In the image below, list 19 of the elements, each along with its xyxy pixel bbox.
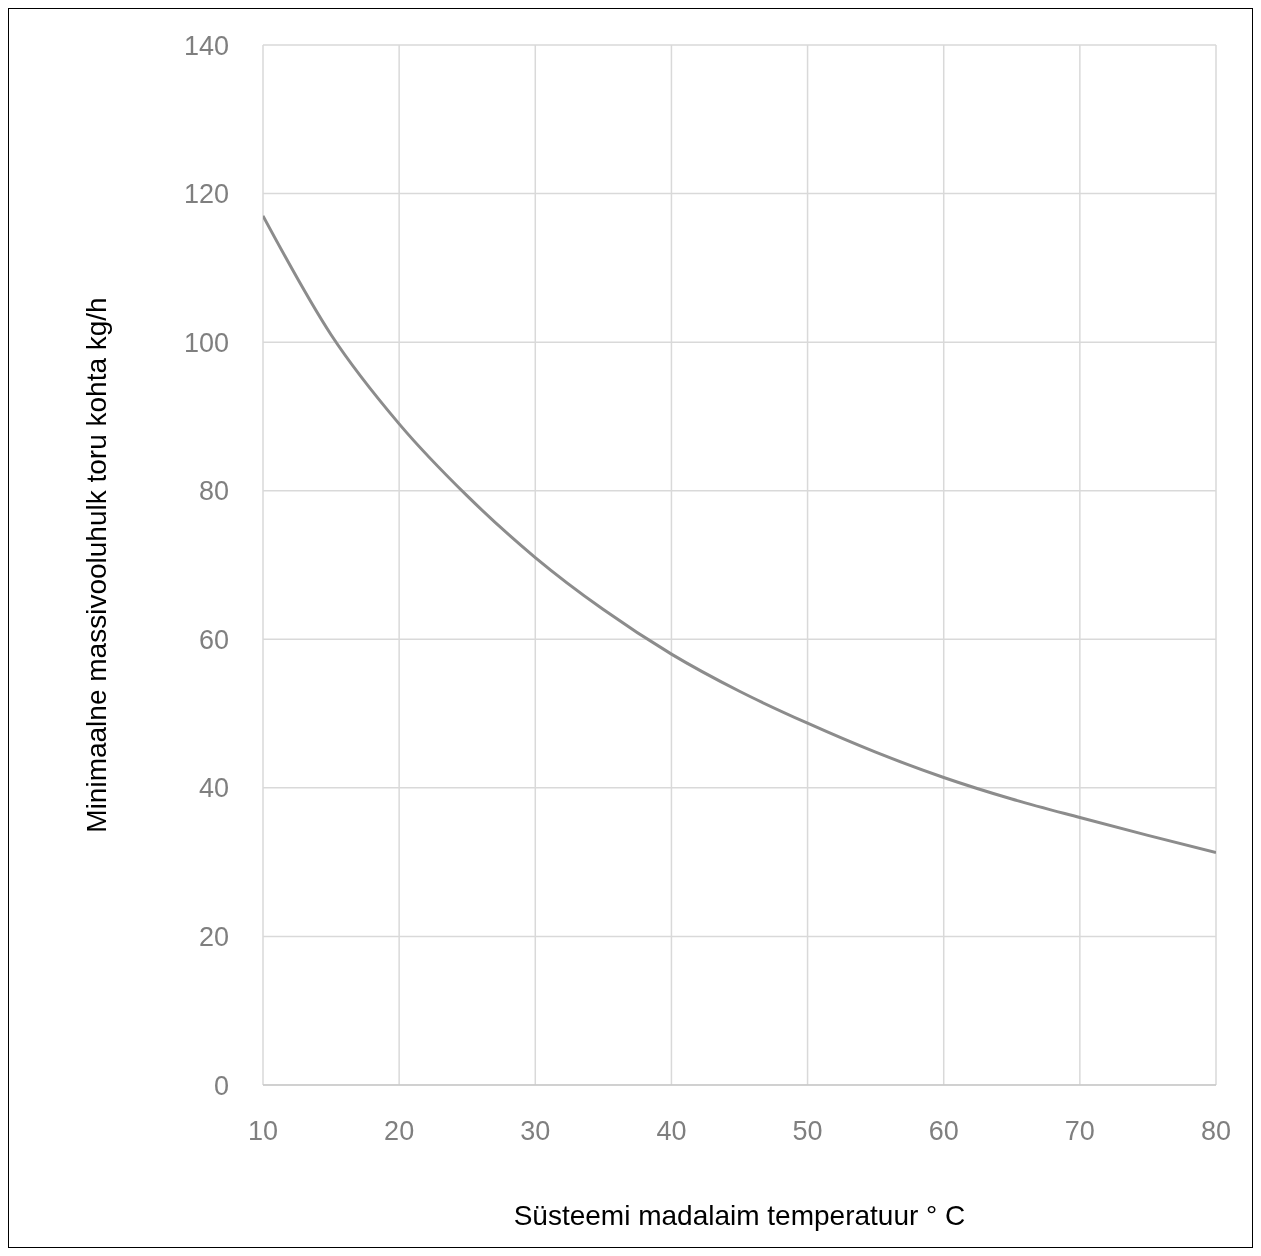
y-tick-label: 140 [183,30,229,61]
y-tick-label: 60 [198,624,229,655]
y-tick-label: 0 [213,1070,229,1101]
x-tick-label: 30 [520,1116,551,1147]
y-tick-label: 40 [198,773,229,804]
x-tick-label: 20 [384,1116,415,1147]
y-axis-title: Minimaalne massivooluhulk toru kohta kg/h [80,297,112,833]
y-tick-label: 100 [183,327,229,358]
x-tick-label: 80 [1200,1116,1232,1147]
x-tick-label: 70 [1064,1116,1095,1147]
line-series [263,214,1216,854]
x-tick-label: 60 [928,1116,959,1147]
y-tick-label: 20 [198,922,229,953]
y-tick-label: 80 [198,476,229,507]
y-tick-label: 120 [183,179,229,210]
x-tick-label: 10 [247,1116,279,1147]
x-tick-label: 50 [792,1116,823,1147]
x-axis-title: Süsteemi madalaim temperatuur ° C [513,1200,966,1231]
x-tick-label: 40 [656,1116,687,1147]
